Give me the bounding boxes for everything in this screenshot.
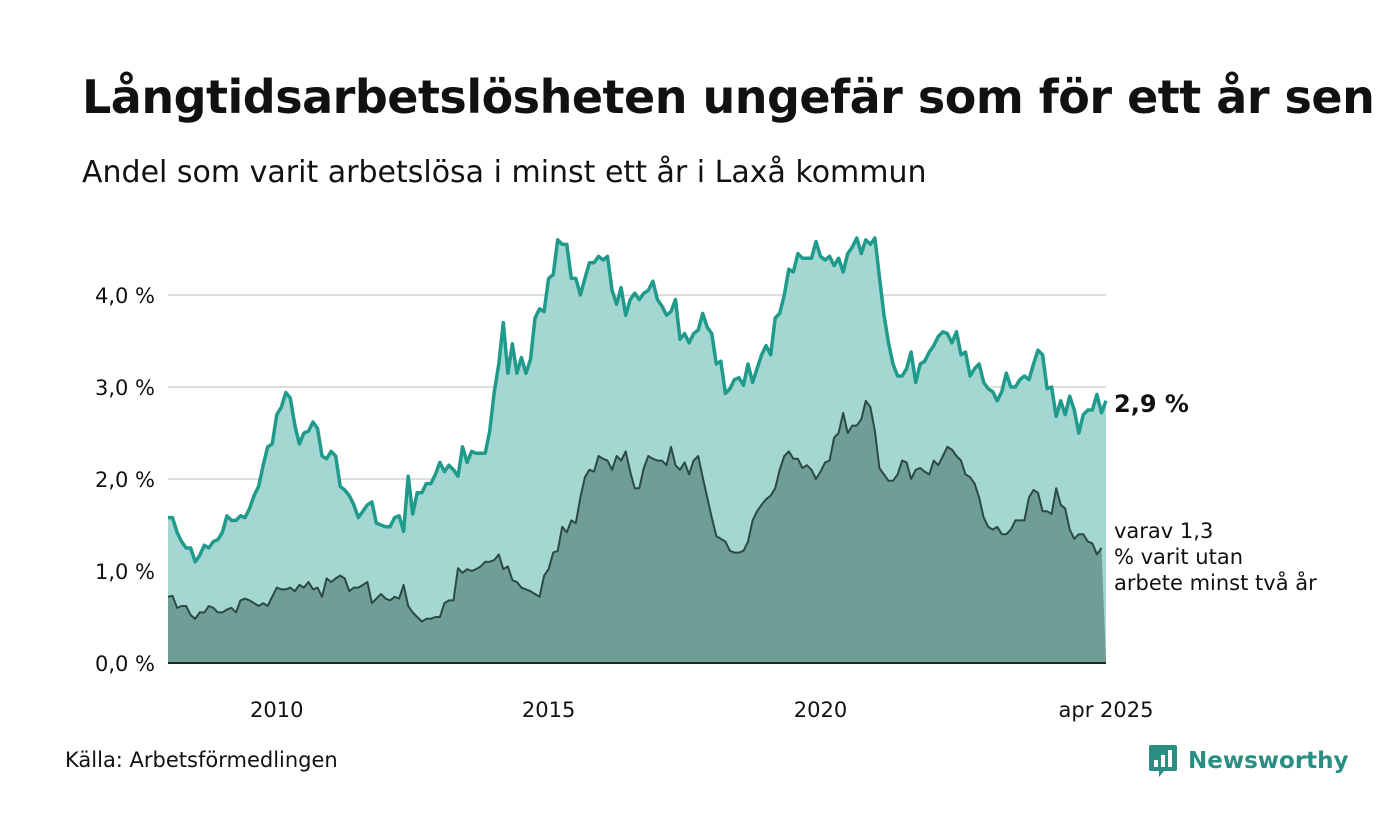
plot-area — [167, 236, 1108, 664]
y-tick-label: 4,0 % — [95, 284, 155, 308]
x-axis: 2010 2015 2020 apr 2025 — [250, 698, 1153, 722]
brand-name: Newsworthy — [1188, 748, 1349, 774]
chart-subtitle: Andel som varit arbetslösa i minst ett å… — [82, 155, 927, 190]
area-chart: 0,0 % 1,0 % 2,0 % 3,0 % 4,0 % 2010 2015 2020 ap… — [95, 236, 1317, 722]
source-note: Källa: Arbetsförmedlingen — [65, 748, 338, 772]
bar-chart-icon — [1149, 745, 1177, 777]
series-2-area — [168, 400, 1106, 663]
x-tick-label: 2015 — [522, 698, 575, 722]
series-2-end-label: varav 1,3% varit utan arbete minst två år — [1114, 519, 1317, 595]
series-2-line — [167, 399, 1103, 623]
y-tick-label: 2,0 % — [95, 468, 155, 492]
y-tick-label: 3,0 % — [95, 376, 155, 400]
y-tick-label: 1,0 % — [95, 560, 155, 584]
series-1-line — [168, 236, 1108, 564]
x-tick-label: 2010 — [250, 698, 303, 722]
x-tick-label: apr 2025 — [1059, 698, 1154, 722]
newsworthy-logo: Newsworthy — [1148, 743, 1349, 779]
chart-title: Långtidsarbetslösheten ungefär som för e… — [82, 70, 1375, 124]
series-1-end-label: 2,9 % — [1114, 390, 1189, 418]
end-labels: 2,9 % varav 1,3% varit utan arbete minst t… — [1114, 390, 1317, 595]
y-tick-label: 0,0 % — [95, 652, 155, 676]
x-tick-label: 2020 — [794, 698, 847, 722]
y-axis: 0,0 % 1,0 % 2,0 % 3,0 % 4,0 % — [95, 284, 155, 676]
